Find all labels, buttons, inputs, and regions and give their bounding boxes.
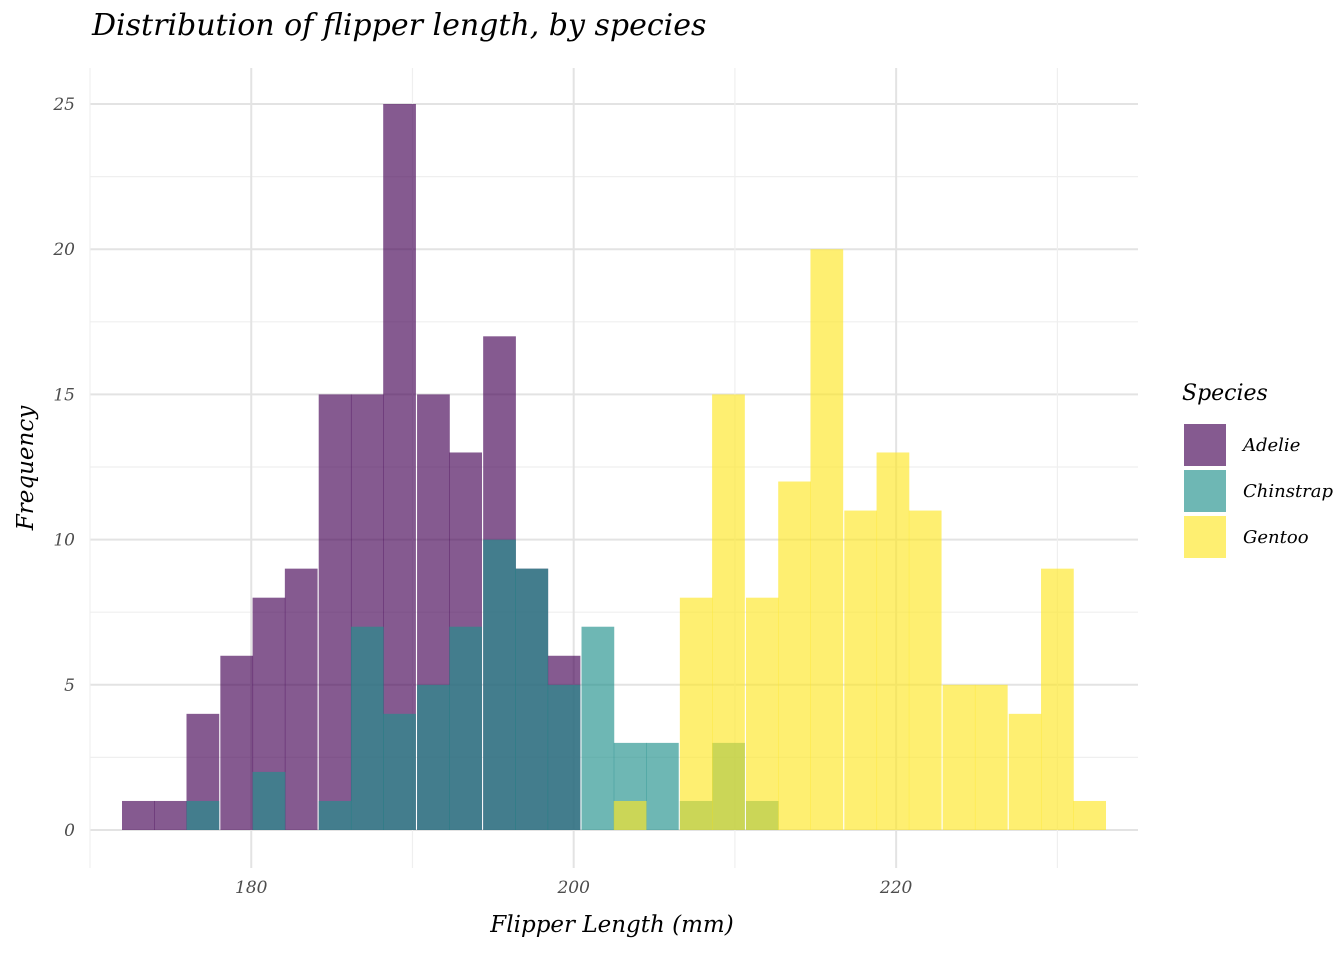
bar-chinstrap	[350, 626, 384, 830]
x-tick-label: 200	[556, 878, 590, 898]
bar-chinstrap	[318, 800, 352, 830]
legend-label-gentoo: Gentoo	[1243, 527, 1309, 548]
bar-gentoo	[1073, 800, 1106, 830]
y-tick-label: 10	[53, 531, 75, 551]
bar-chinstrap	[646, 742, 679, 830]
bar-gentoo	[679, 597, 713, 830]
y-axis-label: Frequency	[13, 405, 39, 531]
y-tick-label: 15	[53, 385, 75, 405]
bar-gentoo	[712, 394, 745, 830]
bar-adelie	[220, 655, 254, 830]
bar-gentoo	[1008, 713, 1042, 830]
x-tick-label: 180	[235, 878, 268, 898]
y-tick-label: 5	[64, 676, 75, 696]
bar-adelie	[122, 800, 155, 830]
bar-gentoo	[908, 510, 942, 830]
x-tick-labels: 180 200 220	[235, 878, 913, 898]
legend: Species Adelie Chinstrap Gentoo	[1182, 381, 1334, 558]
bar-chinstrap	[252, 771, 286, 830]
legend-swatch-chinstrap	[1184, 470, 1226, 512]
chart-title: Distribution of flipper length, by speci…	[91, 8, 706, 43]
bar-gentoo	[1041, 568, 1074, 830]
bar-adelie	[284, 568, 318, 830]
bar-adelie	[154, 800, 187, 830]
bar-gentoo	[810, 249, 844, 830]
bar-chinstrap	[483, 539, 516, 830]
bar-adelie	[318, 394, 352, 830]
bar-gentoo	[844, 510, 878, 830]
y-tick-labels: 0 5 10 15 20 25	[52, 95, 75, 841]
bar-gentoo	[778, 481, 811, 830]
legend-label-chinstrap: Chinstrap	[1243, 481, 1334, 502]
bar-chinstrap	[515, 568, 549, 830]
bar-gentoo	[613, 800, 647, 830]
legend-swatch-gentoo	[1184, 516, 1226, 558]
bar-chinstrap	[547, 684, 581, 830]
bar-gentoo	[974, 684, 1008, 830]
x-tick-label: 220	[879, 878, 913, 898]
y-tick-label: 0	[64, 821, 75, 841]
bar-gentoo	[745, 597, 779, 830]
legend-label-adelie: Adelie	[1241, 435, 1300, 456]
bar-chinstrap	[449, 626, 483, 830]
bar-chinstrap	[417, 684, 450, 830]
bar-chinstrap	[581, 626, 615, 830]
bar-chinstrap	[186, 800, 220, 830]
legend-swatch-adelie	[1184, 424, 1226, 466]
x-axis-label: Flipper Length (mm)	[489, 912, 733, 938]
legend-title: Species	[1182, 381, 1268, 406]
y-tick-label: 20	[52, 240, 75, 260]
bars	[122, 104, 1106, 830]
y-tick-label: 25	[52, 95, 75, 115]
bar-chinstrap	[383, 713, 416, 830]
bar-adelie	[383, 104, 416, 830]
bar-gentoo	[876, 452, 910, 830]
bar-gentoo	[942, 684, 976, 830]
